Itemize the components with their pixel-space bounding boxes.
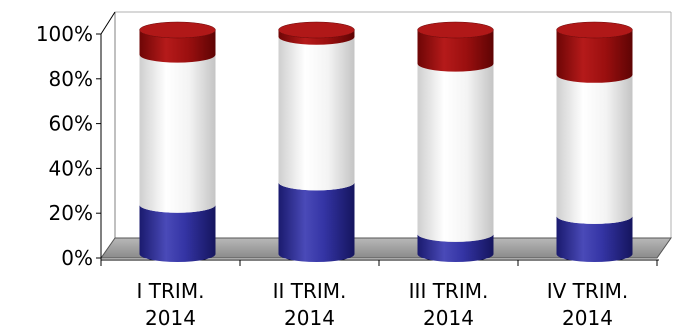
bar-segment <box>278 182 355 262</box>
cylinder-bar <box>556 21 633 262</box>
y-tick-label: 0% <box>61 246 93 270</box>
cylinder-bar <box>278 21 355 262</box>
bars-layer <box>139 21 633 262</box>
bar-segment <box>278 36 355 191</box>
y-axis-ticks: 0% 20% 40% 60% 80% 100% <box>36 22 101 270</box>
bar-segment <box>417 233 494 262</box>
bar-top-cap <box>417 21 494 39</box>
bar-segment <box>556 30 633 83</box>
x-category-label: I TRIM. 2014 <box>137 279 205 330</box>
y-tick-label: 40% <box>49 156 93 180</box>
y-tick-label: 60% <box>49 112 93 136</box>
y-tick-label: 100% <box>36 22 93 46</box>
bar-segment <box>556 74 633 224</box>
bar-top-cap <box>556 21 633 39</box>
bar-segment <box>278 30 355 45</box>
depth-edge-top <box>100 11 116 35</box>
bar-top-cap <box>139 21 216 39</box>
y-tick-label: 80% <box>49 67 93 91</box>
bar-segment <box>139 204 216 262</box>
cylinder-bar <box>417 21 494 262</box>
bar-top-cap <box>278 21 355 39</box>
bar-segment <box>417 63 494 242</box>
x-category-label: III TRIM. 2014 <box>409 279 489 330</box>
x-category-label: II TRIM. 2014 <box>273 279 347 330</box>
bar-segment <box>417 30 494 72</box>
cylinder-bar <box>139 21 216 262</box>
y-tick-label: 20% <box>49 201 93 225</box>
bar-segment <box>139 54 216 213</box>
x-category-label: IV TRIM. 2014 <box>547 279 629 330</box>
bar-segment <box>556 215 633 262</box>
bar-segment <box>139 30 216 63</box>
x-axis-labels: I TRIM. 2014 II TRIM. 2014 III TRIM. 2014 IV T… <box>100 260 658 330</box>
